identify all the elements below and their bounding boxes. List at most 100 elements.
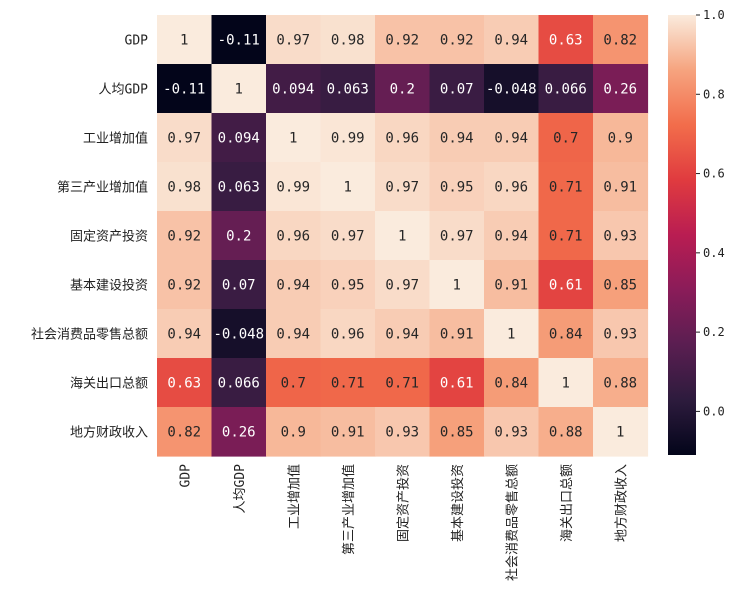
heatmap-cell (157, 358, 213, 408)
x-tick-label: 海关出口总额 (560, 464, 575, 542)
heatmap-cell (211, 260, 267, 310)
heatmap-cell (484, 15, 540, 65)
y-tick-label: 社会消费品零售总额 (31, 327, 148, 343)
x-tick-label: 社会消费品零售总额 (504, 464, 520, 581)
cell-value-label: 0.96 (331, 327, 365, 343)
heatmap-cell (538, 162, 594, 212)
cell-value-label: 0.91 (494, 278, 528, 294)
cell-value-label: 0.07 (222, 278, 256, 294)
heatmap-cell (538, 260, 594, 310)
y-tick-label: 海关出口总额 (70, 377, 148, 392)
heatmap-cell (484, 113, 540, 163)
x-tick-labels: GDP 人均GDP 工业增加值 第三产业增加值 固定资产投资 基本建设投资 社会消费品零售总… (178, 464, 629, 581)
cell-value-label: -0.048 (213, 327, 264, 343)
cell-value-label: 0.63 (167, 376, 201, 392)
heatmap-cell (266, 162, 322, 212)
heatmap-cell (484, 407, 540, 457)
cell-value-label: 0.97 (440, 229, 474, 245)
heatmap-cell (538, 15, 594, 65)
cell-value-label: 0.91 (603, 180, 637, 196)
cell-value-label: 0.98 (331, 33, 365, 49)
cell-value-label: 0.82 (167, 425, 201, 441)
y-tick-label: 基本建设投资 (70, 278, 148, 294)
y-tick-labels: GDP 人均GDP 工业增加值第三产业增加值固定资产投资基本建设投资社会消费品零售总… (31, 34, 148, 441)
heatmap-cell-labels: 1 -0.11 0.97 0.98 0.92 0.92 0.94 0.63 0.82 -0.11 1… (163, 33, 637, 441)
heatmap-cell (157, 309, 213, 359)
cell-value-label: 0.61 (549, 278, 583, 294)
heatmap-cell (375, 113, 431, 163)
cell-value-label: 0.97 (331, 229, 365, 245)
cell-value-label: 0.93 (494, 425, 528, 441)
heatmap-cell (266, 113, 322, 163)
x-tick-label: 地方财政收入 (613, 464, 629, 542)
cell-value-label: 1 (344, 180, 352, 196)
cell-value-label: 0.91 (440, 327, 474, 343)
cell-value-label: 0.93 (603, 229, 637, 245)
cell-value-label: 0.93 (603, 327, 637, 343)
heatmap-cell (157, 407, 213, 457)
cell-value-label: 0.97 (385, 278, 419, 294)
heatmap-cell (593, 260, 649, 310)
heatmap-cell (484, 358, 540, 408)
heatmap-cell (320, 162, 376, 212)
cell-value-label: 0.7 (281, 376, 306, 392)
cell-value-label: 0.97 (167, 131, 201, 147)
heatmap-cell (429, 309, 485, 359)
cell-value-label: 0.063 (327, 82, 369, 98)
heatmap-cell (211, 358, 267, 408)
cell-value-label: 0.94 (494, 229, 528, 245)
y-tick-label: GDP (125, 34, 149, 49)
x-tick-label: 工业增加值 (286, 464, 302, 529)
cell-value-label: 0.91 (331, 425, 365, 441)
cell-value-label: 0.96 (276, 229, 310, 245)
cell-value-label: -0.048 (486, 82, 537, 98)
heatmap-cell (375, 407, 431, 457)
cell-value-label: 0.71 (331, 376, 365, 392)
cell-value-label: 0.92 (167, 229, 201, 245)
heatmap-cell (484, 309, 540, 359)
colorbar-tick-label: 0.0 (703, 404, 725, 418)
heatmap-cell (429, 211, 485, 261)
x-tick-label: 第三产业增加值 (341, 464, 357, 555)
heatmap-cell (266, 64, 322, 114)
heatmap-cell (375, 64, 431, 114)
y-tick-label: 第三产业增加值 (57, 180, 148, 196)
cell-value-label: 1 (180, 33, 188, 49)
heatmap-cell (320, 15, 376, 65)
cell-value-label: -0.11 (163, 82, 205, 98)
heatmap-cell (266, 358, 322, 408)
heatmap-cell (538, 113, 594, 163)
cell-value-label: 1 (616, 425, 624, 441)
heatmap-cell (538, 309, 594, 359)
heatmap-cell (211, 64, 267, 114)
cell-value-label: 0.97 (385, 180, 419, 196)
cell-value-label: 0.97 (276, 33, 310, 49)
heatmap-cell (484, 64, 540, 114)
cell-value-label: 0.71 (549, 229, 583, 245)
heatmap-cell (538, 64, 594, 114)
cell-value-label: 0.26 (603, 82, 637, 98)
heatmap-cell (429, 407, 485, 457)
colorbar-tick-label: 0.2 (703, 325, 725, 339)
heatmap-cell (211, 113, 267, 163)
cell-value-label: 0.066 (218, 376, 260, 392)
y-tick-label: 工业增加值 (83, 131, 148, 147)
cell-value-label: 1 (562, 376, 570, 392)
heatmap-cell (266, 260, 322, 310)
heatmap-cell (320, 260, 376, 310)
heatmap-cell (157, 64, 213, 114)
heatmap-cell (157, 260, 213, 310)
cell-value-label: 0.094 (272, 82, 314, 98)
x-tick-label: 固定资产投资 (395, 464, 411, 542)
cell-value-label: 0.88 (549, 425, 583, 441)
heatmap-cell (429, 15, 485, 65)
heatmap-cell (593, 162, 649, 212)
colorbar-tick-label: 0.6 (703, 167, 725, 181)
cell-value-label: 0.26 (222, 425, 256, 441)
y-tick-label: 固定资产投资 (70, 229, 148, 245)
heatmap-cell (429, 358, 485, 408)
cell-value-label: -0.11 (218, 33, 260, 49)
colorbar-tick-label: 0.4 (703, 246, 725, 260)
heatmap-cell (538, 358, 594, 408)
heatmap-cell (266, 407, 322, 457)
